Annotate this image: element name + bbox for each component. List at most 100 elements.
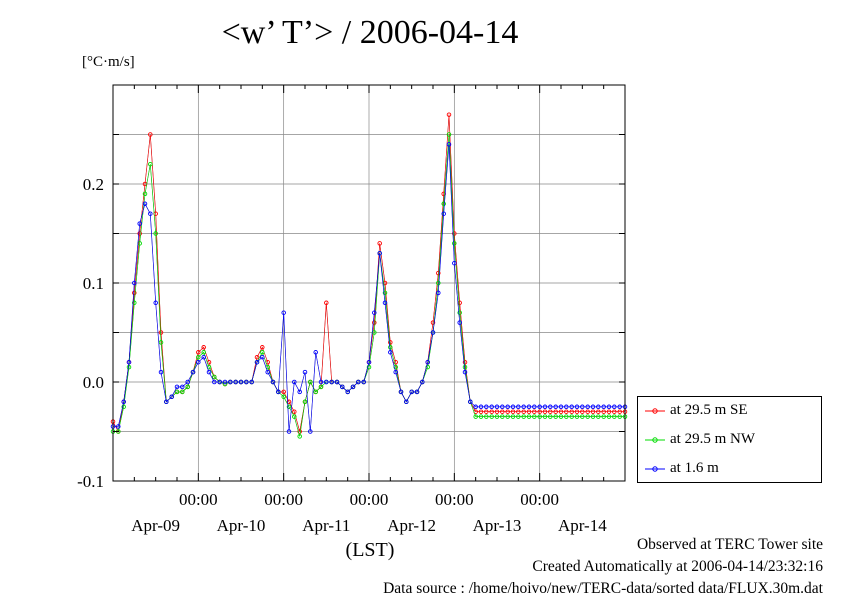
series-point xyxy=(361,379,366,385)
series-point xyxy=(126,359,132,365)
series-point xyxy=(212,374,217,380)
chart-title: <w’ T’> / 2006-04-14 xyxy=(221,14,519,51)
series-point xyxy=(196,354,201,360)
series-point xyxy=(164,399,169,405)
series-point xyxy=(516,414,521,419)
series-point xyxy=(489,409,494,414)
series-point xyxy=(510,404,516,410)
series-point xyxy=(185,384,190,390)
series-point xyxy=(484,414,489,419)
series-point xyxy=(596,404,601,410)
series-point xyxy=(478,409,484,414)
series-point xyxy=(526,404,532,410)
x-tick-label-time: 00:00 xyxy=(435,490,474,509)
series-point xyxy=(505,409,510,414)
grid-lines xyxy=(113,85,625,481)
series-point xyxy=(569,414,574,419)
series-point xyxy=(286,429,292,434)
legend: at 29.5 m SE at 29.5 m NW at 1.6 m xyxy=(637,396,822,483)
series-point xyxy=(324,300,329,306)
series-point xyxy=(601,409,606,414)
series-point xyxy=(148,211,153,216)
series-point xyxy=(526,414,532,419)
y-tick-label: 0.1 xyxy=(83,274,104,293)
series-point xyxy=(537,414,542,419)
series-point xyxy=(585,414,590,419)
series-point xyxy=(324,379,329,385)
series-point xyxy=(553,409,558,414)
series-point xyxy=(601,414,606,419)
series-point xyxy=(153,300,158,306)
series-point xyxy=(612,414,617,419)
legend-label-low: at 1.6 m xyxy=(670,460,719,476)
series-point xyxy=(473,404,478,410)
series-point xyxy=(462,369,468,375)
x-tick-label-time: 00:00 xyxy=(179,490,218,509)
series-point xyxy=(158,330,164,335)
series-point xyxy=(500,409,505,414)
legend-swatch-low xyxy=(645,465,665,472)
series-point xyxy=(500,414,505,419)
series-point xyxy=(521,404,526,410)
series-point xyxy=(569,409,574,414)
series-point xyxy=(302,369,308,375)
series-point xyxy=(398,389,404,395)
series-point xyxy=(393,369,398,375)
series-point xyxy=(516,404,521,410)
series-point xyxy=(404,399,409,405)
footer-source: Data source : /home/hoivo/new/TERC-data/… xyxy=(383,580,823,597)
series-point xyxy=(436,280,441,286)
legend-item-nw: at 29.5 m NW xyxy=(644,429,755,449)
tick-marks xyxy=(113,85,625,481)
series-point xyxy=(569,404,574,410)
series-point xyxy=(281,389,286,395)
series-point xyxy=(244,379,249,385)
series-point xyxy=(233,379,238,385)
series-point xyxy=(137,231,142,236)
series-point xyxy=(494,404,500,410)
series-point xyxy=(457,320,462,325)
series-point xyxy=(297,434,302,439)
series-point xyxy=(542,409,548,414)
series-point xyxy=(564,409,569,414)
series-point xyxy=(574,409,580,414)
series-point xyxy=(297,429,302,434)
series-point xyxy=(260,350,265,355)
series-point xyxy=(345,389,350,395)
series-point xyxy=(393,359,398,365)
legend-item-low: at 1.6 m xyxy=(644,458,719,478)
series-point xyxy=(318,384,324,390)
x-tick-label-date: Apr-13 xyxy=(473,516,522,535)
series-point xyxy=(260,345,265,350)
legend-item-se: at 29.5 m SE xyxy=(644,400,748,420)
series-point xyxy=(548,414,553,419)
series-point xyxy=(590,404,596,410)
series-point xyxy=(174,384,180,390)
series-point xyxy=(286,404,292,410)
legend-label-se: at 29.5 m SE xyxy=(670,402,748,418)
series-point xyxy=(196,350,201,355)
series-point xyxy=(532,409,537,414)
series-point xyxy=(473,414,478,419)
series-point xyxy=(532,414,537,419)
series-point xyxy=(382,290,388,296)
series-point xyxy=(142,201,148,207)
x-tick-label-date: Apr-10 xyxy=(217,516,266,535)
series-point xyxy=(612,404,617,410)
series-point xyxy=(158,340,164,345)
series-point xyxy=(489,404,494,410)
series-point xyxy=(478,404,484,410)
series-point xyxy=(505,404,510,410)
series-point xyxy=(414,389,420,395)
series-point xyxy=(249,379,254,385)
series-point xyxy=(137,221,142,226)
x-tick-label-date: Apr-11 xyxy=(302,516,350,535)
series-point xyxy=(462,359,468,365)
series-point xyxy=(537,404,542,410)
y-tick-labels: -0.1 0.0 0.1 0.2 xyxy=(77,175,104,491)
series-point xyxy=(553,404,558,410)
series-point xyxy=(548,409,553,414)
series-point xyxy=(148,161,153,167)
series-point xyxy=(596,409,601,414)
series-point xyxy=(580,409,585,414)
